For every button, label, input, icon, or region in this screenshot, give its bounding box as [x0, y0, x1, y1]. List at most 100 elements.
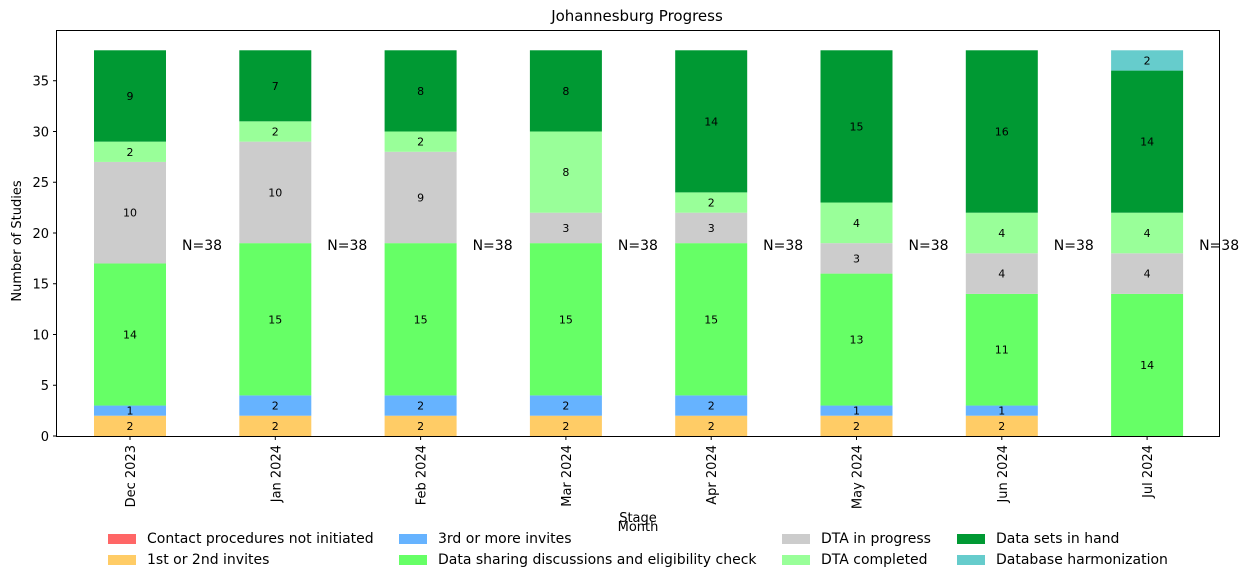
y-tick-label: 5 [41, 379, 49, 394]
bar-segment [820, 405, 893, 416]
segment-value-label: 4 [1144, 268, 1151, 281]
bar-segment [965, 405, 1038, 416]
segment-value-label: 4 [998, 227, 1005, 240]
segment-value-label: 2 [1144, 54, 1151, 67]
y-tick-label: 20 [32, 227, 49, 242]
segment-value-label: 3 [708, 222, 715, 235]
legend-item: 1st or 2nd invites [108, 550, 269, 570]
segment-value-label: 14 [704, 115, 718, 128]
segment-value-label: 3 [853, 252, 860, 265]
bar-segment [675, 50, 748, 193]
legend-label: Data sharing discussions and eligibility… [438, 552, 757, 568]
bar-segment [529, 212, 602, 244]
segment-value-label: 1 [853, 405, 860, 418]
segment-value-label: 4 [998, 268, 1005, 281]
bar-segment [384, 415, 457, 436]
segment-value-label: 14 [1140, 136, 1154, 149]
legend-swatch [108, 534, 136, 544]
segment-value-label: 1 [998, 405, 1005, 418]
bar-segment [820, 50, 893, 203]
y-tick-label: 30 [32, 125, 49, 140]
bar-segment [965, 253, 1038, 294]
bar-segment [529, 243, 602, 396]
segment-value-label: 2 [272, 400, 279, 413]
segment-value-label: 2 [272, 125, 279, 138]
bar-segment [239, 50, 312, 122]
segment-value-label: 2 [127, 146, 134, 159]
bar-segment [820, 273, 893, 406]
legend-label: DTA completed [821, 552, 928, 568]
x-tick-label: Jun 2024 [996, 445, 1011, 504]
bar-segment [239, 243, 312, 396]
bar-segment [1111, 293, 1184, 436]
y-axis: 0 5 10 15 20 25 30 35 [32, 75, 57, 445]
bar-segment [820, 202, 893, 244]
bar-segment [384, 395, 457, 416]
segment-value-label: 2 [417, 136, 424, 149]
chart-title: Johannesburg Progress [550, 7, 723, 25]
bar-segment [965, 50, 1038, 213]
segment-value-label: 2 [708, 420, 715, 433]
bar-segment [965, 415, 1038, 436]
bar-segment [820, 243, 893, 274]
bar-segment [529, 395, 602, 416]
bars-layer [94, 50, 1184, 436]
legend-swatch [399, 534, 427, 544]
segment-value-label: 2 [417, 400, 424, 413]
total-label: N=38 [908, 238, 948, 254]
segment-value-label: 4 [1144, 227, 1151, 240]
total-label: N=38 [473, 238, 513, 254]
bar-segment [94, 415, 166, 436]
segment-value-label: 8 [562, 85, 569, 98]
segment-value-label: 7 [272, 80, 279, 93]
bar-segment [384, 50, 457, 132]
legend-item: Data sets in hand [957, 529, 1119, 549]
bar-segment [1111, 70, 1184, 213]
bar-segment [675, 212, 748, 244]
x-axis: Dec 2023 Jan 2024 Feb 2024 Mar 2024 Apr 2024… [124, 436, 1156, 509]
legend-label: 1st or 2nd invites [147, 552, 270, 568]
segment-value-label: 15 [268, 313, 282, 326]
bar-segment [94, 161, 166, 264]
segment-value-label: 9 [127, 90, 134, 103]
legend-title: Stage [619, 511, 657, 526]
y-tick-label: 35 [32, 75, 49, 90]
segment-value-label: 4 [853, 217, 860, 230]
bar-segment [94, 405, 166, 416]
bar-segment [529, 415, 602, 436]
segment-value-label: 9 [417, 191, 424, 204]
bar-segment [965, 212, 1038, 254]
segment-value-label: 2 [853, 420, 860, 433]
bar-segment [675, 395, 748, 416]
legend-label: Data sets in hand [996, 531, 1120, 547]
legend: Contact procedures not initiated 1st or 2… [108, 529, 1208, 573]
segment-value-label: 16 [995, 125, 1009, 138]
legend-label: Database harmonization [996, 552, 1168, 568]
bar-segment [239, 121, 312, 142]
segment-value-label: 2 [272, 420, 279, 433]
segment-value-label: 15 [850, 120, 864, 133]
x-tick-label: Mar 2024 [560, 445, 575, 507]
segment-value-label: 8 [562, 166, 569, 179]
y-tick-label: 25 [32, 176, 49, 191]
bar-segment [384, 151, 457, 244]
legend-item: 3rd or more invites [399, 529, 572, 549]
bar-segment [239, 415, 312, 436]
bar-segment [965, 293, 1038, 406]
plot-frame [56, 30, 1220, 437]
bar-segment [239, 395, 312, 416]
bar-segment [1111, 212, 1184, 254]
bar-segment [94, 141, 166, 162]
legend-swatch [957, 534, 985, 544]
bar-segment [384, 131, 457, 152]
segment-value-label: 2 [708, 400, 715, 413]
bar-segment [675, 243, 748, 396]
segment-labels-layer: 2114102922151027221592822153882215321421… [123, 54, 1154, 432]
bar-segment [1111, 253, 1184, 294]
bar-segment [384, 243, 457, 396]
segment-value-label: 15 [704, 313, 718, 326]
segment-value-label: 2 [708, 197, 715, 210]
total-label: N=38 [763, 238, 803, 254]
segment-value-label: 8 [417, 85, 424, 98]
bar-segment [529, 131, 602, 213]
